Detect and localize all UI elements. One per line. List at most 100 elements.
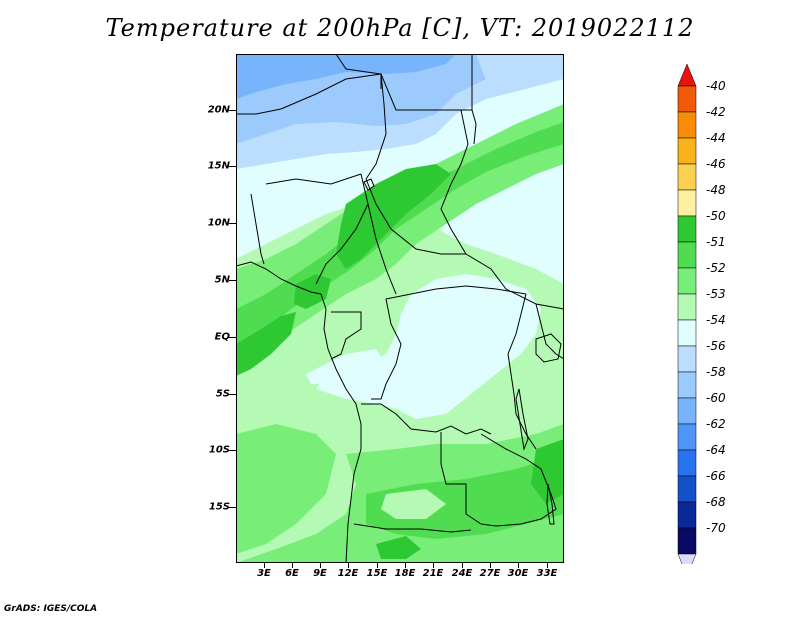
- lat-tick: [229, 394, 236, 395]
- lon-label-24e: 24E: [451, 568, 473, 579]
- colorbar-swatch: [677, 475, 697, 503]
- lat-label-eq: EQ: [214, 331, 230, 343]
- colorbar-label: -48: [706, 183, 726, 197]
- lon-label-15e: 15E: [366, 568, 388, 579]
- colorbar-swatch: [677, 397, 697, 425]
- lon-label-9e: 9E: [313, 568, 327, 579]
- colorbar-label: -50: [706, 209, 726, 223]
- lake-victoria: [535, 333, 562, 363]
- border-zambia-east: [480, 433, 557, 527]
- border-angola-namibia: [353, 523, 472, 533]
- lon-tick: [264, 563, 265, 568]
- lat-tick: [229, 110, 236, 111]
- colorbar-label: -62: [706, 417, 726, 431]
- lon-label-18e: 18E: [394, 568, 416, 579]
- border-drc-angola: [361, 403, 492, 435]
- border-chad-car: [365, 178, 466, 255]
- colorbar-swatch: [677, 267, 697, 295]
- lat-label-10n: 10N: [207, 217, 230, 229]
- lon-label-30e: 30E: [507, 568, 529, 579]
- colorbar-swatch: [677, 189, 697, 217]
- lake-chad: [363, 178, 375, 191]
- border-niger-chad: [280, 73, 387, 180]
- colorbar-label: -68: [706, 495, 726, 509]
- border-cameroon-car: [367, 203, 397, 295]
- lat-label-5s: 5S: [215, 388, 230, 400]
- colorbar-swatch: [677, 319, 697, 347]
- lon-label-6e: 6E: [285, 568, 299, 579]
- lat-label-10s: 10S: [208, 444, 230, 456]
- border-angola-zambia: [440, 432, 482, 525]
- lat-label-5n: 5N: [214, 274, 230, 286]
- border-drc-east: [507, 293, 537, 450]
- lon-label-27e: 27E: [479, 568, 501, 579]
- border-gabon: [330, 311, 362, 360]
- border-chad-sudan: [380, 73, 469, 255]
- border-car-drc: [385, 285, 527, 300]
- colorbar-swatch: [677, 241, 697, 269]
- colorbar-swatch: [677, 527, 697, 555]
- lake-tanganyika: [515, 388, 529, 451]
- zone-62-north: [236, 54, 456, 99]
- border-west-nigeria: [236, 108, 282, 115]
- zone-51-se: [531, 439, 564, 504]
- zone-54-south-island: [381, 489, 446, 519]
- zone-51-cam: [294, 274, 331, 309]
- lon-tick: [490, 563, 491, 568]
- lon-label-12e: 12E: [337, 568, 359, 579]
- map-canvas: [236, 54, 564, 563]
- lat-label-15s: 15S: [208, 501, 230, 513]
- lon-label-3e: 3E: [257, 568, 271, 579]
- border-north-east: [471, 109, 477, 145]
- colorbar-label: -60: [706, 391, 726, 405]
- lat-tick: [229, 280, 236, 281]
- colorbar-label: -66: [706, 469, 726, 483]
- lat-tick: [229, 223, 236, 224]
- lat-tick: [229, 507, 236, 508]
- lon-label-21e: 21E: [422, 568, 444, 579]
- zone-56-central: [316, 274, 541, 419]
- lon-tick: [320, 563, 321, 568]
- colorbar-label: -64: [706, 443, 726, 457]
- colorbar-swatch: [677, 111, 697, 139]
- footer-credit: GrADS: IGES/COLA: [4, 604, 98, 614]
- colorbar: [677, 64, 697, 564]
- colorbar-swatch: [677, 449, 697, 477]
- colorbar-swatch: [677, 215, 697, 243]
- colorbar-label: -46: [706, 157, 726, 171]
- zone-53-south-west: [236, 424, 336, 554]
- lon-tick: [348, 563, 349, 568]
- colorbar-label: -58: [706, 365, 726, 379]
- colorbar-swatch: [677, 85, 697, 113]
- colorbar-label: -40: [706, 79, 726, 93]
- colorbar-bottom-arrow: [677, 553, 697, 564]
- lon-tick: [518, 563, 519, 568]
- border-car-sudan: [465, 253, 564, 310]
- lat-label-15n: 15N: [207, 160, 230, 172]
- colorbar-label: -42: [706, 105, 726, 119]
- colorbar-label: -70: [706, 521, 726, 535]
- temperature-map: [236, 54, 564, 563]
- colorbar-swatch: [677, 137, 697, 165]
- colorbar-label: -44: [706, 131, 726, 145]
- colorbar-swatch: [677, 423, 697, 451]
- border-libya-chad: [335, 54, 382, 89]
- colorbar-label: -52: [706, 261, 726, 275]
- colorbar-label: -53: [706, 287, 726, 301]
- lon-tick: [405, 563, 406, 568]
- border-benin: [250, 193, 265, 265]
- lon-tick: [433, 563, 434, 568]
- zone-58-ne: [476, 54, 564, 84]
- colorbar-swatch: [677, 501, 697, 529]
- lon-label-33e: 33E: [536, 568, 558, 579]
- zone-51-band: [336, 164, 451, 269]
- lon-tick: [377, 563, 378, 568]
- colorbar-label: -56: [706, 339, 726, 353]
- lon-tick: [547, 563, 548, 568]
- colorbar-label: -51: [706, 235, 726, 249]
- border-nigeria-cameroon: [315, 173, 369, 285]
- colorbar-top-arrow: [677, 64, 697, 87]
- lat-tick: [229, 337, 236, 338]
- zone-51-s1: [376, 536, 421, 559]
- lake-malawi: [546, 483, 555, 525]
